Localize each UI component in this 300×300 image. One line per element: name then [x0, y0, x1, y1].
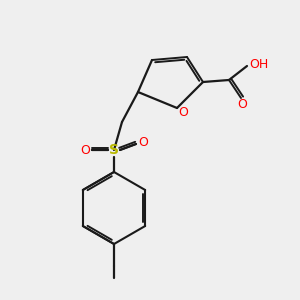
- Text: O: O: [237, 98, 247, 112]
- Text: O: O: [178, 106, 188, 119]
- Text: O: O: [138, 136, 148, 148]
- Text: OH: OH: [249, 58, 268, 70]
- Text: O: O: [80, 143, 90, 157]
- Text: S: S: [109, 143, 119, 157]
